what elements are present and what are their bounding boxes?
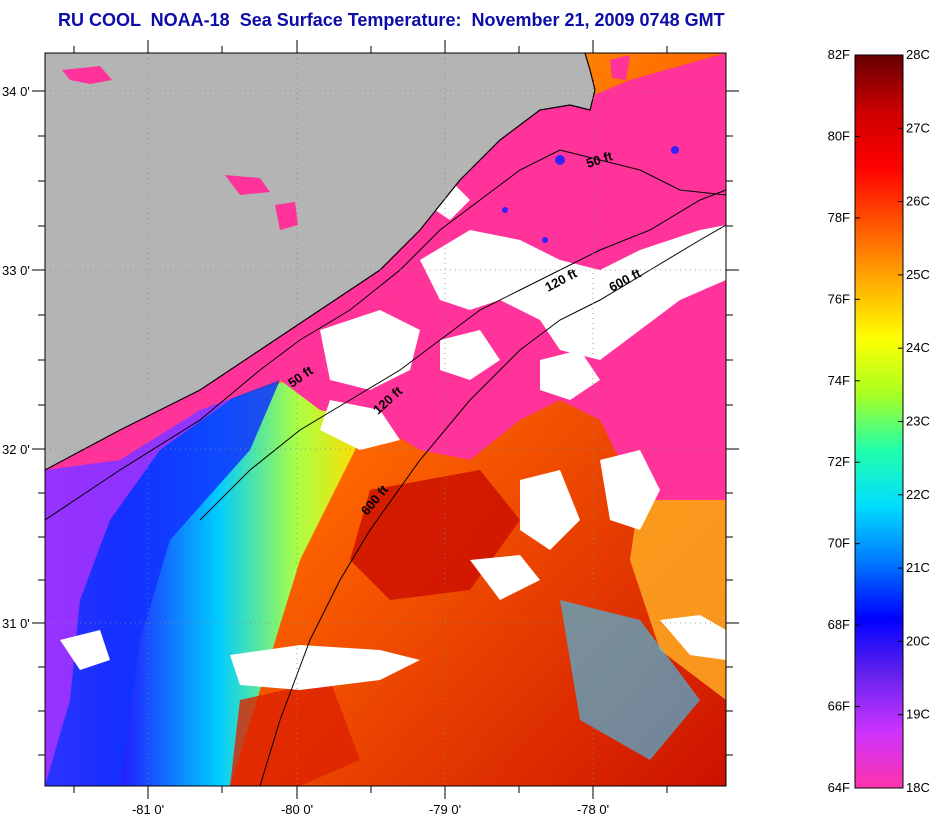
celsius-label: 20C: [906, 633, 930, 648]
contour-50ft: [45, 149, 726, 521]
inland-pink-patches: [62, 55, 630, 230]
pink-region-cool-spots: [502, 146, 679, 243]
color-scale-bar: [854, 54, 904, 789]
fahrenheit-label: 82F: [828, 47, 850, 62]
fahrenheit-label: 70F: [828, 536, 850, 551]
coastline: [45, 53, 596, 471]
celsius-label: 18C: [906, 780, 930, 795]
land-area: [45, 53, 595, 470]
map-frame: [44, 52, 727, 787]
celsius-label: 19C: [906, 707, 930, 722]
lon-label-78: -78 0': [577, 802, 609, 817]
fahrenheit-label: 80F: [828, 128, 850, 143]
celsius-label: 28C: [906, 47, 930, 62]
map-title: RU COOL NOAA-18 Sea Surface Temperature:…: [58, 10, 725, 30]
lon-label-79: -79 0': [429, 802, 461, 817]
celsius-label: 21C: [906, 560, 930, 575]
fahrenheit-label: 76F: [828, 291, 850, 306]
celsius-label: 23C: [906, 414, 930, 429]
east-cool-patches: [560, 600, 700, 760]
celsius-label: 22C: [906, 487, 930, 502]
fahrenheit-label: 72F: [828, 454, 850, 469]
warm-south-region: [230, 680, 360, 786]
contour-120ft: [199, 189, 726, 521]
nearshore-purple-water: [45, 360, 260, 786]
fahrenheit-label: 78F: [828, 210, 850, 225]
lat-label-33: 33 0': [2, 263, 30, 278]
temperature-color-scale: 82F 80F 78F 76F 74F 72F 70F 68F 66F 64F 28C 27C 26C…: [828, 47, 930, 795]
fahrenheit-label: 74F: [828, 373, 850, 388]
celsius-label: 27C: [906, 120, 930, 135]
celsius-label: 25C: [906, 267, 930, 282]
gridlines: [45, 53, 726, 786]
celsius-ticks: 28C 27C 26C 25C 24C 23C 22C 21C 20C 19C 18C: [898, 47, 930, 795]
lon-label-80: -80 0': [281, 802, 313, 817]
fahrenheit-label: 68F: [828, 617, 850, 632]
lat-label-34: 34 0': [2, 84, 30, 99]
lat-label-32: 32 0': [2, 442, 30, 457]
fahrenheit-ticks: 82F 80F 78F 76F 74F 72F 70F 68F 66F 64F: [828, 47, 860, 795]
celsius-label: 26C: [906, 194, 930, 209]
fahrenheit-label: 66F: [828, 699, 850, 714]
celsius-label: 24C: [906, 340, 930, 355]
coastal-pink-strip: [45, 105, 570, 470]
lat-label-31: 31 0': [2, 616, 30, 631]
lon-label-81: -81 0': [132, 802, 164, 817]
axis-ticks: [32, 40, 739, 799]
cloud-cover: [60, 180, 726, 690]
fahrenheit-label: 64F: [828, 780, 850, 795]
